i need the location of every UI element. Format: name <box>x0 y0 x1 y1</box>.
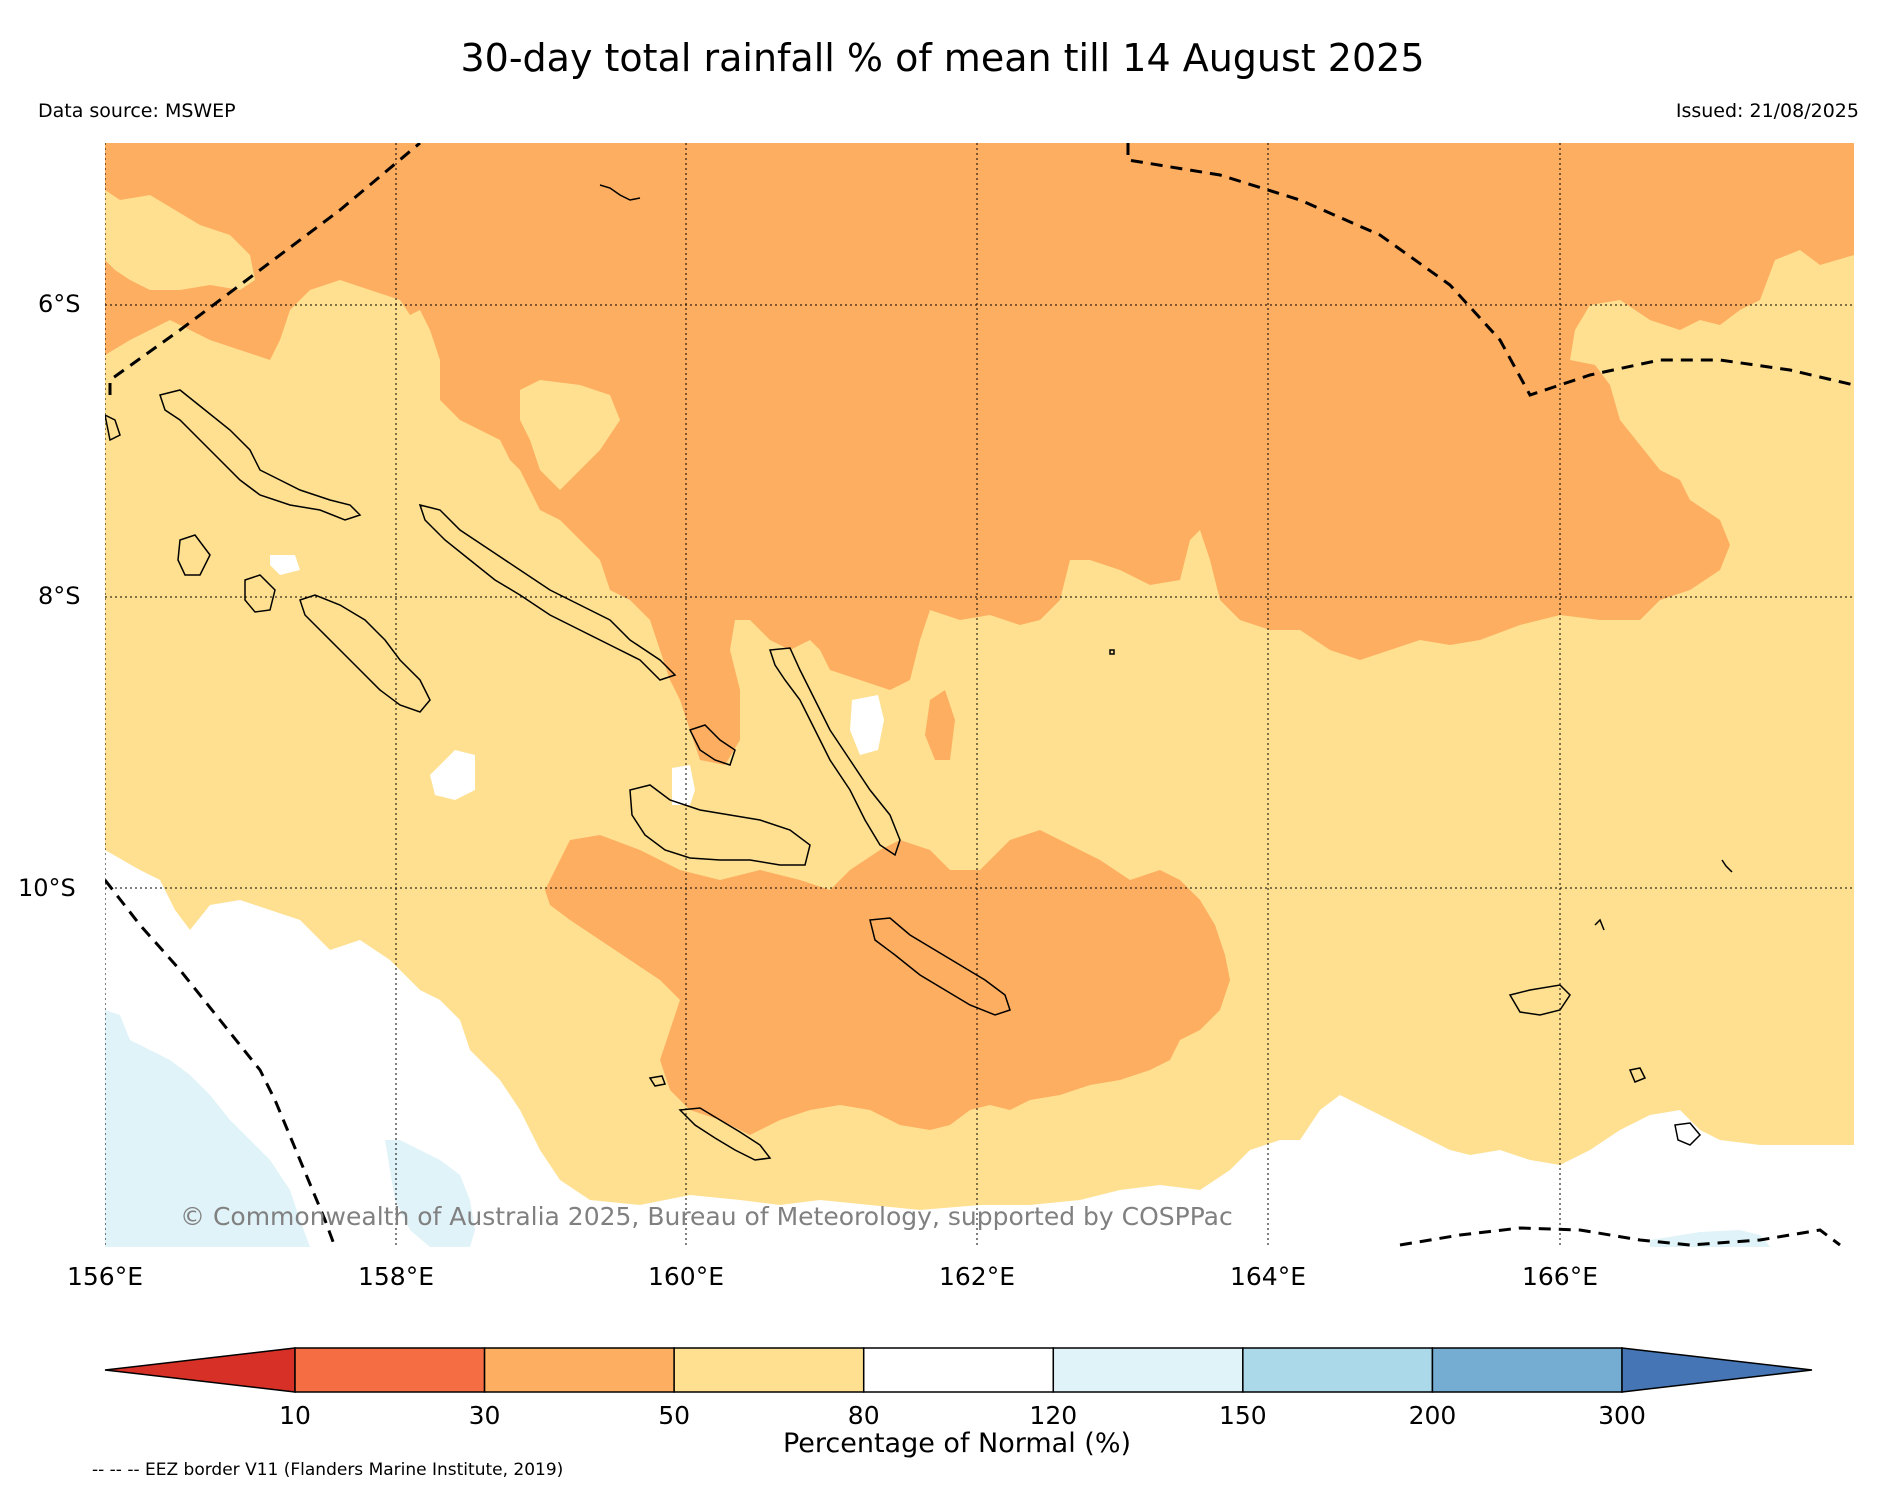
colorbar-tick-label: 80 <box>848 1401 880 1430</box>
eez-border-se <box>1399 1226 1841 1247</box>
lon-label-158e: 158°E <box>358 1262 434 1291</box>
lon-label-164e: 164°E <box>1230 1262 1306 1291</box>
copyright-notice: © Commonwealth of Australia 2025, Bureau… <box>180 1202 1233 1231</box>
island-malaita <box>768 647 901 857</box>
colorbar-segment <box>483 1347 675 1393</box>
colorbar-segment <box>1242 1347 1434 1393</box>
island-reef <box>1721 859 1733 873</box>
region-80-120-south <box>105 850 1854 1247</box>
map-title: 30-day total rainfall % of mean till 14 … <box>460 36 1425 80</box>
colorbar-segment <box>294 1347 486 1393</box>
eez-footnote: -- -- -- EEZ border V11 (Flanders Marine… <box>92 1460 564 1480</box>
colorbar-tick-label: 200 <box>1409 1401 1457 1430</box>
colorbar-segment <box>1431 1347 1623 1393</box>
island-ontong <box>599 184 641 201</box>
island-choiseul <box>159 389 362 521</box>
issued-date-label: Issued: 21/08/2025 <box>1675 100 1859 122</box>
region-50-80-nw-lobe <box>320 290 345 330</box>
eez-borders <box>105 143 1854 1247</box>
eez-border-sw <box>105 879 337 1247</box>
region-30-50-mid-patch <box>925 690 955 760</box>
island-utupua <box>1674 1122 1702 1146</box>
lon-label-166e: 166°E <box>1522 1262 1598 1291</box>
island-rennell <box>678 1107 772 1161</box>
colorbar-segment <box>1052 1347 1244 1393</box>
lon-label-156e: 156°E <box>67 1262 143 1291</box>
coastlines <box>105 184 1733 1161</box>
island-vella-lavella <box>244 574 276 613</box>
island-santa-cruz <box>1508 984 1571 1016</box>
colorbar-tick-label: 30 <box>469 1401 501 1430</box>
region-80-120-island-gap-1 <box>270 555 300 575</box>
island-duff <box>1594 918 1605 931</box>
region-80-120-island-gap-4 <box>672 765 695 805</box>
colorbar-tick-label: 120 <box>1029 1401 1077 1430</box>
island-sikaiana <box>1109 649 1115 655</box>
island-shortland <box>105 414 121 442</box>
island-guadalcanal <box>629 784 811 866</box>
island-makira <box>869 917 1011 1016</box>
lat-label-6s: 6°S <box>38 290 81 318</box>
island-florida <box>688 724 736 766</box>
region-50-80-nw-intrusion <box>105 190 255 290</box>
region-50-80-central-lobe-2 <box>520 380 620 490</box>
map-panel: © Commonwealth of Australia 2025, Bureau… <box>105 143 1854 1247</box>
colorbar-tick-label: 50 <box>658 1401 690 1430</box>
colorbar-extend-high <box>1621 1347 1813 1393</box>
colorbar-tick-label: 150 <box>1219 1401 1267 1430</box>
region-120-150-sw <box>105 1010 310 1247</box>
eez-border-nw <box>108 143 421 395</box>
island-new-georgia-main <box>299 594 431 713</box>
colorbar-segment <box>862 1347 1055 1393</box>
region-30-50-north <box>105 143 1854 765</box>
island-bellona <box>648 1075 667 1087</box>
colorbar-tick-label: 10 <box>279 1401 311 1430</box>
colorbar: 10 30 50 80 120 150 200 300 <box>104 1347 1813 1430</box>
region-50-80-central-lobe <box>395 310 440 500</box>
island-new-georgia <box>177 534 211 576</box>
lat-label-8s: 8°S <box>38 582 81 610</box>
eez-border-ne <box>1126 143 1854 397</box>
region-80-120-island-gap-3 <box>850 695 884 755</box>
lat-label-10s: 10°S <box>18 874 76 902</box>
data-source-label: Data source: MSWEP <box>38 100 236 122</box>
colorbar-tick-label: 300 <box>1598 1401 1646 1430</box>
lon-label-160e: 160°E <box>648 1262 724 1291</box>
colorbar-extend-low <box>104 1347 296 1393</box>
colorbar-title: Percentage of Normal (%) <box>783 1428 1131 1459</box>
region-80-120-island-gap-2 <box>430 750 475 800</box>
island-vanikoro <box>1628 1067 1647 1083</box>
graticule <box>105 143 1854 1247</box>
lon-label-162e: 162°E <box>939 1262 1015 1291</box>
island-santa-isabel <box>418 503 677 681</box>
region-120-150-center <box>385 1140 475 1247</box>
region-30-50-south <box>545 830 1230 1135</box>
colorbar-segment <box>673 1347 865 1393</box>
